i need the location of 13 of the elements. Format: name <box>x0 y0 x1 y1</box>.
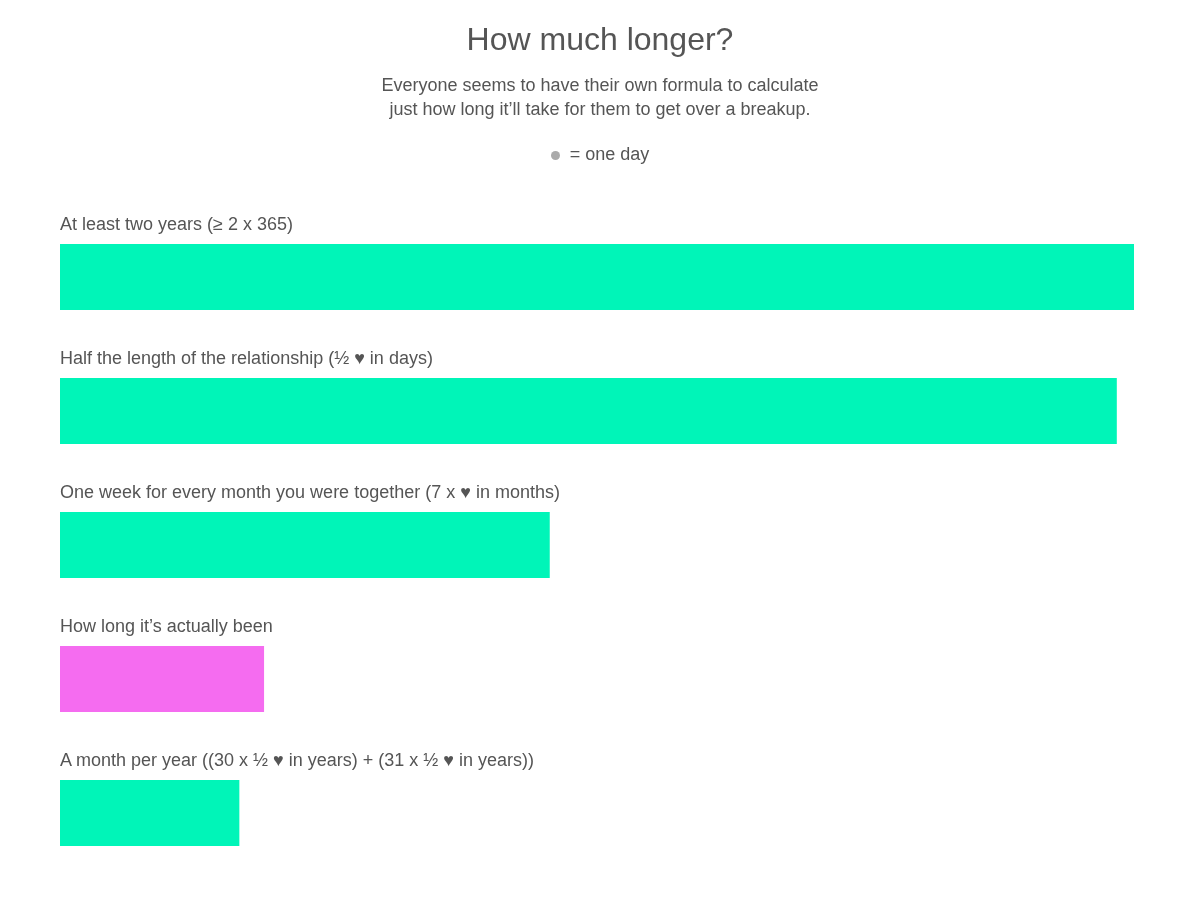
y-tick-label: At least two years (≥ 2 x 365) <box>60 214 293 234</box>
chart-subtitle: Everyone seems to have their own formula to calculate just how long it’ll take for them to get over a breakup. <box>381 75 819 119</box>
bar <box>60 378 1117 444</box>
y-tick-label: A month per year ((30 x ½ ♥ in years) + (31 x ½ ♥ in years)) <box>60 750 535 770</box>
chart-title: How much longer? <box>466 21 734 57</box>
bar <box>60 244 1134 310</box>
y-tick-label: How long it’s actually been <box>60 616 273 636</box>
bar <box>60 512 550 578</box>
y-tick-label: Half the length of the relationship (½ ♥ in days) <box>60 348 433 368</box>
y-tick-label: One week for every month you were together (7 x ♥ in months) <box>60 482 560 502</box>
annotation: = one day <box>569 144 650 164</box>
bar <box>60 646 265 712</box>
bar <box>60 780 240 846</box>
